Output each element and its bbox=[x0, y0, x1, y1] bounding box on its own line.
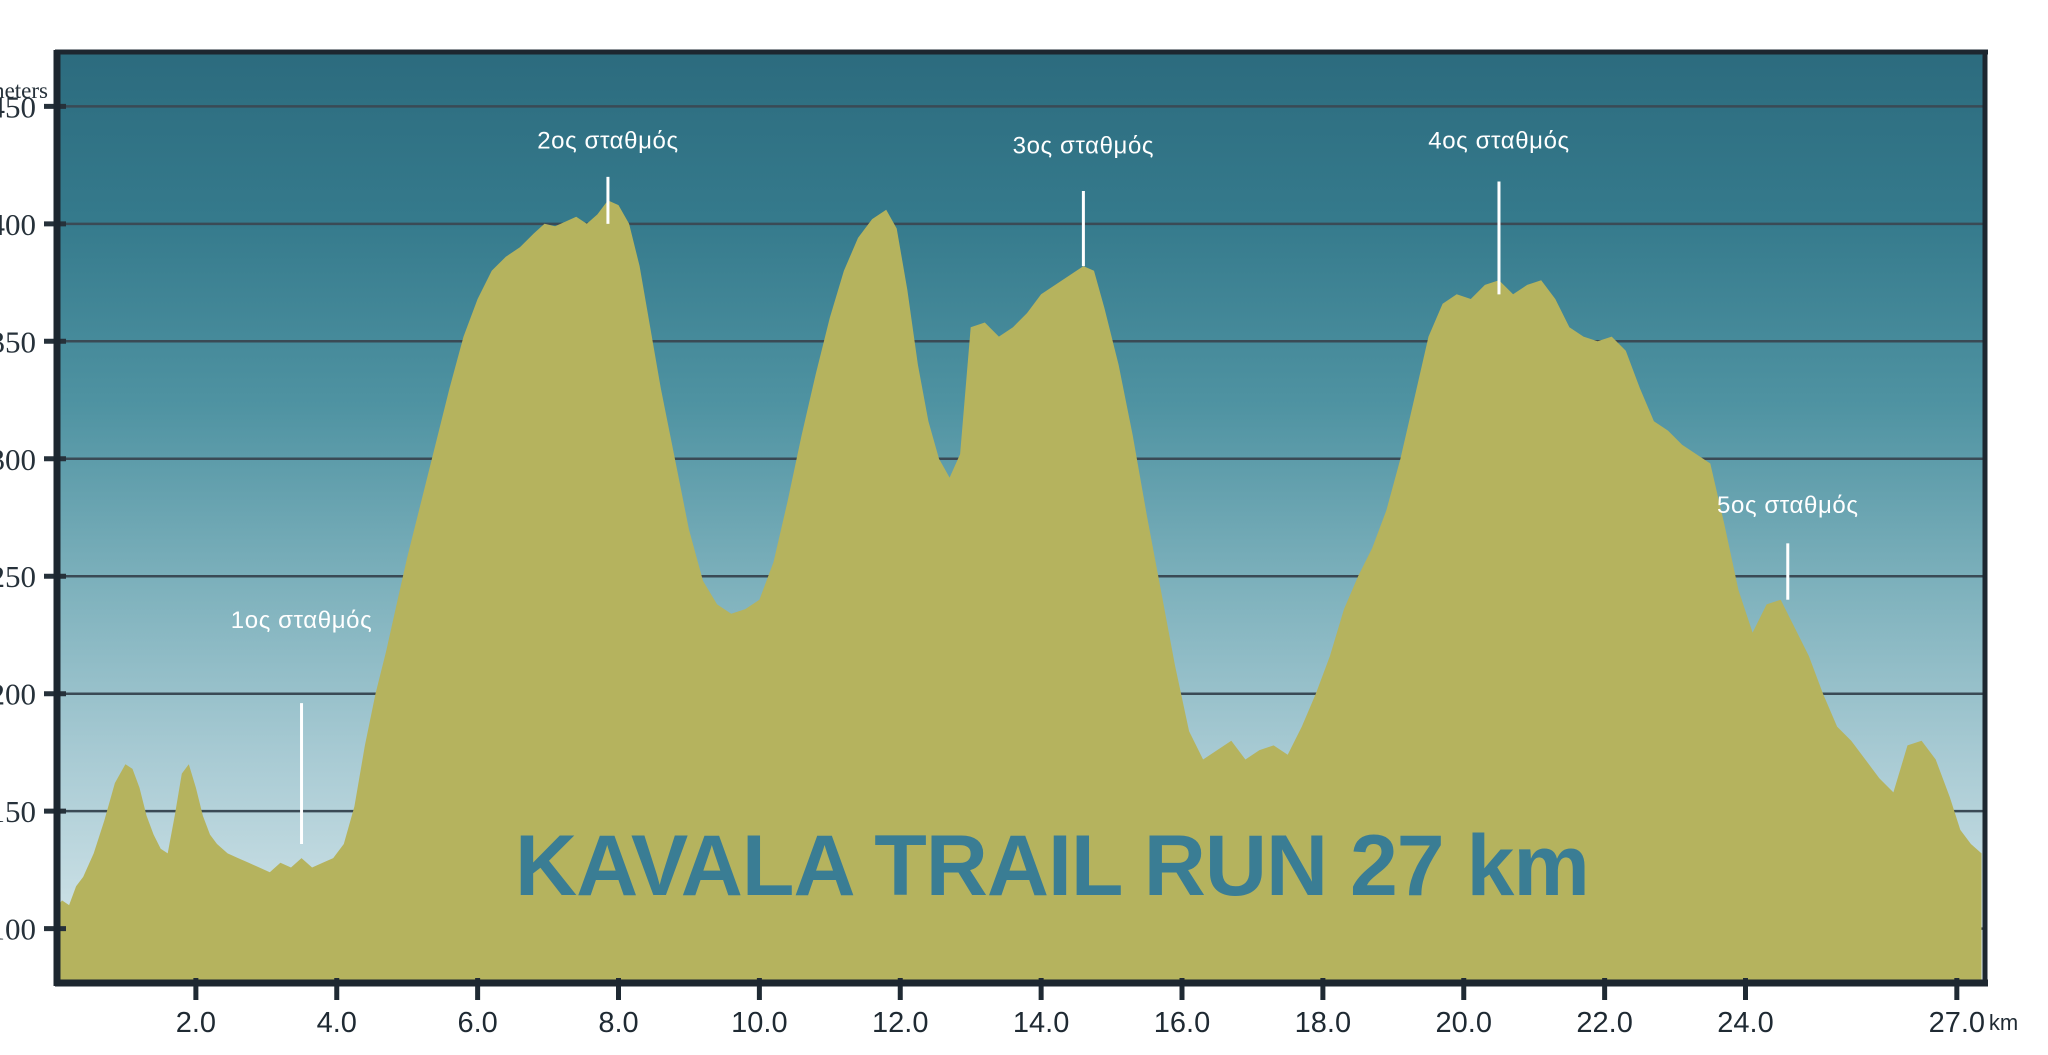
station-label-5: 5ος σταθμός bbox=[1717, 492, 1858, 519]
elevation-area bbox=[55, 200, 1982, 985]
station-label-1: 1ος σταθμός bbox=[231, 607, 372, 634]
x-tick-label-24.0: 24.0 bbox=[1717, 1007, 1773, 1039]
x-axis: 2.0 4.0 6.0 8.0 10.0 12.0 14.0 16.0 18.0 20.0 22.0… bbox=[176, 978, 2018, 1039]
x-tick-label-12.0: 12.0 bbox=[872, 1007, 928, 1039]
page-title: KAVALA TRAIL RUN 27 km bbox=[515, 818, 1589, 914]
x-tick-label-20.0: 20.0 bbox=[1436, 1007, 1492, 1039]
x-tick-label-22.0: 22.0 bbox=[1576, 1007, 1632, 1039]
x-tick-label-16.0: 16.0 bbox=[1154, 1007, 1210, 1039]
y-tick-label-350: 350 bbox=[0, 324, 36, 359]
x-tick-label-18.0: 18.0 bbox=[1295, 1007, 1351, 1039]
x-tick-label-6.0: 6.0 bbox=[457, 1007, 497, 1039]
x-axis-unit-label: km bbox=[1989, 1010, 2018, 1035]
station-label-2: 2ος σταθμός bbox=[537, 128, 678, 155]
x-tick-label-2.0: 2.0 bbox=[176, 1007, 216, 1039]
y-tick-label-250: 250 bbox=[0, 559, 36, 594]
x-tick-label-8.0: 8.0 bbox=[598, 1007, 638, 1039]
y-tick-label-100: 100 bbox=[0, 912, 36, 947]
station-markers: 1ος σταθμός 2ος σταθμός 3ος σταθμός 4ος στα… bbox=[231, 128, 1858, 845]
x-tick-label-14.0: 14.0 bbox=[1013, 1007, 1069, 1039]
y-tick-label-150: 150 bbox=[0, 794, 36, 829]
station-label-3: 3ος σταθμός bbox=[1013, 132, 1154, 159]
x-tick-label-4.0: 4.0 bbox=[317, 1007, 357, 1039]
station-label-4: 4ος σταθμός bbox=[1428, 128, 1569, 155]
y-tick-label-300: 300 bbox=[0, 442, 36, 477]
y-tick-label-400: 400 bbox=[0, 207, 36, 242]
x-tick-label-27.0: 27.0 bbox=[1929, 1007, 1985, 1039]
y-tick-label-450: 450 bbox=[0, 89, 36, 124]
y-tick-label-200: 200 bbox=[0, 677, 36, 712]
x-tick-label-10.0: 10.0 bbox=[731, 1007, 787, 1039]
